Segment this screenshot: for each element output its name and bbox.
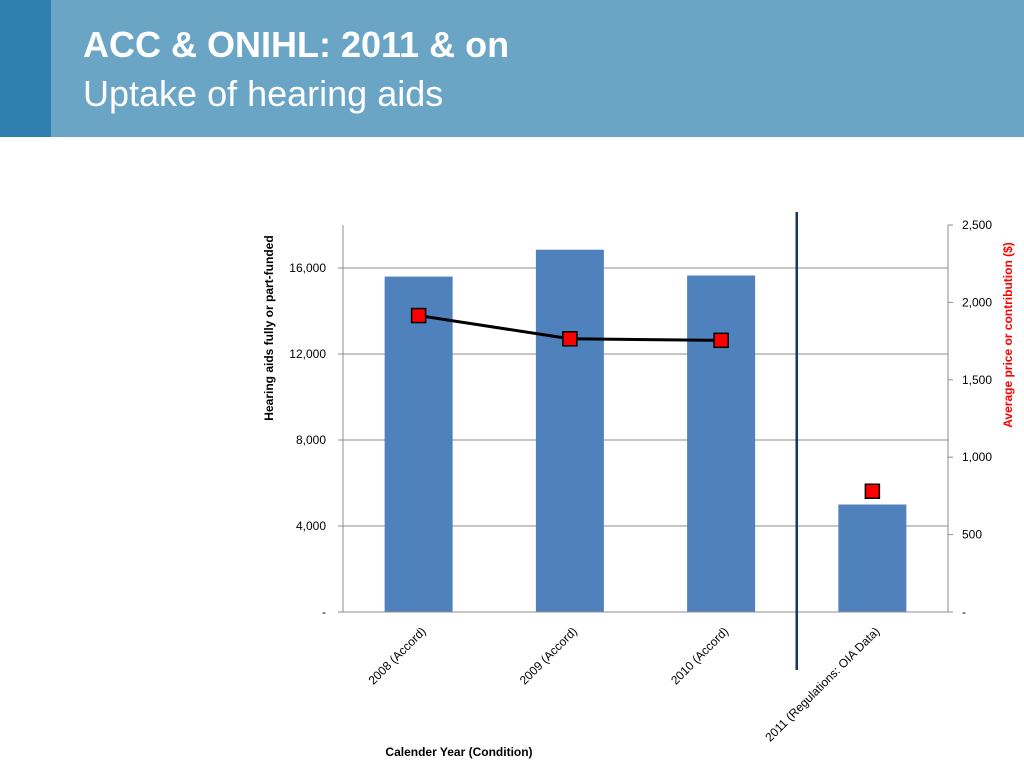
y-tick-label: 12,000 xyxy=(289,347,326,361)
y2-axis-title: Average price or contribution ($) xyxy=(1001,242,1015,428)
y-tick-label: 16,000 xyxy=(289,261,326,275)
price-marker xyxy=(410,307,427,324)
bar xyxy=(838,504,907,612)
y-axis-title: Hearing aids fully or part-funded xyxy=(262,235,276,420)
x-axis-title: Calender Year (Condition) xyxy=(385,745,532,759)
bar xyxy=(535,249,604,612)
bar xyxy=(687,275,756,612)
y2-tick-label: 1,000 xyxy=(962,450,992,464)
bar xyxy=(384,276,453,612)
y2-tick-label: 2,500 xyxy=(962,218,992,232)
y2-tick-label: 2,000 xyxy=(962,295,992,309)
y2-tick-label: 1,500 xyxy=(962,373,992,387)
y-tick-label: - xyxy=(322,605,326,619)
price-marker xyxy=(713,332,729,349)
price-marker xyxy=(562,331,578,347)
x-tick-label: 2009 (Accord) xyxy=(517,624,580,687)
y-tick-label: 8,000 xyxy=(296,433,326,447)
header-accent-tab xyxy=(0,0,51,137)
slide-subtitle: Uptake of hearing aids xyxy=(83,73,444,114)
slide-title: ACC & ONIHL: 2011 & on xyxy=(83,24,510,65)
x-tick-label: 2010 (Accord) xyxy=(668,624,731,687)
y2-tick-label: 500 xyxy=(962,528,982,542)
price-marker xyxy=(864,483,881,500)
slide-header: ACC & ONIHL: 2011 & on Uptake of hearing… xyxy=(0,0,1024,137)
y-tick-label: 4,000 xyxy=(296,519,326,533)
x-tick-label: 2008 (Accord) xyxy=(366,624,429,687)
x-tick-label: 2011 (Regulations: OIA Data) xyxy=(762,624,882,744)
y2-tick-label: - xyxy=(962,605,966,619)
